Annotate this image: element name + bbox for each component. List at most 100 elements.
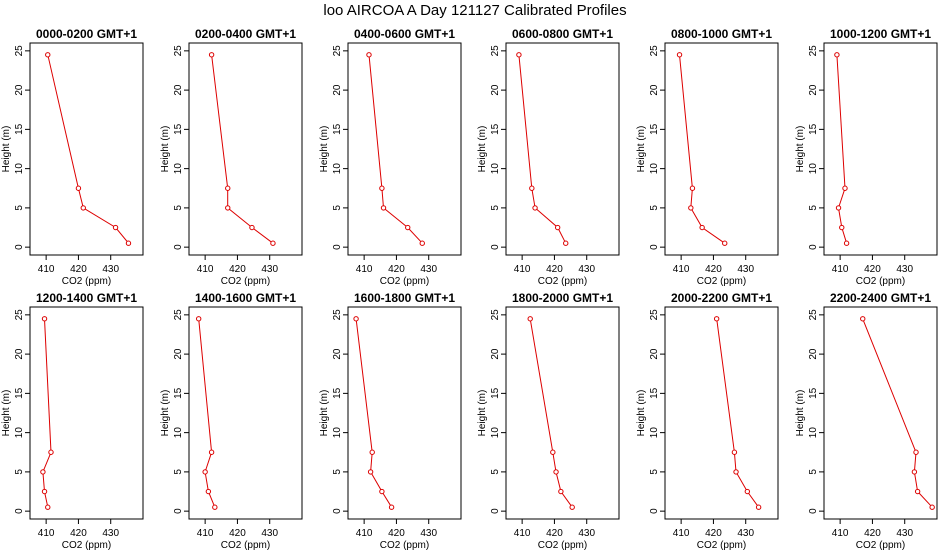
data-point bbox=[367, 469, 374, 475]
data-point bbox=[195, 316, 202, 322]
plot-frame bbox=[823, 42, 938, 256]
plot-frame bbox=[188, 42, 303, 256]
profile-panel: 0800-1000 GMT+1 410 420 430 0 5 10 15 20 25 CO2 (p… bbox=[636, 27, 779, 287]
x-axis-label: CO2 (ppm) bbox=[856, 276, 905, 287]
y-tick-label: 5 bbox=[173, 205, 184, 211]
plot-frame bbox=[29, 42, 144, 256]
x-tick-label: 410 bbox=[673, 528, 690, 539]
profile-line bbox=[198, 318, 216, 508]
data-point bbox=[911, 469, 918, 475]
panel-title: 1200-1400 GMT+1 bbox=[36, 291, 137, 305]
y-tick-label: 0 bbox=[490, 508, 501, 514]
y-tick-label: 25 bbox=[649, 45, 660, 57]
profile-panel: 1200-1400 GMT+1 410 420 430 0 5 10 15 20 25 CO2 (p… bbox=[1, 291, 144, 550]
data-point bbox=[688, 205, 694, 211]
y-tick-label: 0 bbox=[332, 244, 343, 250]
data-point bbox=[208, 52, 215, 58]
y-tick-label: 5 bbox=[490, 469, 501, 475]
y-tick-label: 15 bbox=[490, 123, 501, 135]
x-tick-label: 420 bbox=[546, 264, 563, 275]
plot-frame bbox=[664, 42, 779, 256]
y-tick-label: 15 bbox=[808, 387, 819, 399]
data-point bbox=[755, 504, 762, 510]
y-tick-label: 10 bbox=[173, 427, 184, 439]
plot-frame bbox=[188, 306, 303, 520]
x-tick-label: 420 bbox=[70, 528, 87, 539]
panel-title: 1400-1600 GMT+1 bbox=[195, 291, 296, 305]
x-tick-label: 410 bbox=[38, 264, 55, 275]
x-tick-label: 410 bbox=[673, 264, 690, 275]
y-tick-label: 10 bbox=[332, 163, 343, 175]
x-tick-label: 420 bbox=[864, 264, 881, 275]
data-point bbox=[563, 240, 569, 246]
y-tick-label: 25 bbox=[808, 309, 819, 321]
y-tick-label: 15 bbox=[490, 387, 501, 399]
y-tick-label: 20 bbox=[808, 84, 819, 96]
y-tick-label: 25 bbox=[14, 309, 25, 321]
x-tick-label: 420 bbox=[229, 528, 246, 539]
x-tick-label: 420 bbox=[546, 528, 563, 539]
x-tick-label: 430 bbox=[737, 264, 754, 275]
profile-line bbox=[862, 318, 933, 508]
profile-panel: 0000-0200 GMT+1 410 420 430 0 5 10 15 20 25 CO2 (p… bbox=[1, 27, 144, 287]
data-point bbox=[40, 469, 46, 475]
data-point bbox=[45, 504, 51, 510]
y-tick-label: 10 bbox=[649, 163, 660, 175]
data-point bbox=[405, 224, 411, 231]
x-tick-label: 420 bbox=[705, 528, 722, 539]
profile-panel: 1800-2000 GMT+1 410 420 430 0 5 10 15 20 25 CO2 (p… bbox=[477, 291, 620, 550]
y-axis-label: Height (m) bbox=[319, 390, 330, 437]
x-tick-label: 410 bbox=[356, 264, 373, 275]
profile-line bbox=[679, 54, 725, 244]
y-tick-label: 5 bbox=[14, 205, 25, 211]
profile-panel: 1000-1200 GMT+1 410 420 430 0 5 10 15 20 25 CO2 (p… bbox=[795, 27, 938, 287]
y-tick-label: 25 bbox=[14, 45, 25, 57]
x-tick-label: 410 bbox=[356, 528, 373, 539]
data-point bbox=[41, 488, 48, 495]
y-tick-label: 10 bbox=[14, 427, 25, 439]
x-tick-label: 420 bbox=[864, 528, 881, 539]
y-tick-label: 0 bbox=[14, 508, 25, 514]
x-tick-label: 410 bbox=[197, 528, 214, 539]
y-tick-label: 15 bbox=[649, 387, 660, 399]
panel-title: 2200-2400 GMT+1 bbox=[830, 291, 931, 305]
data-point bbox=[569, 504, 575, 510]
data-point bbox=[529, 185, 535, 191]
data-point bbox=[75, 185, 82, 191]
y-tick-label: 15 bbox=[649, 123, 660, 135]
y-tick-label: 20 bbox=[649, 348, 660, 360]
data-point bbox=[713, 316, 720, 322]
plot-frame bbox=[347, 42, 462, 256]
y-tick-label: 20 bbox=[173, 84, 184, 96]
panel-title: 0200-0400 GMT+1 bbox=[195, 27, 296, 41]
y-tick-label: 20 bbox=[14, 84, 25, 96]
y-tick-label: 0 bbox=[649, 508, 660, 514]
profile-line bbox=[355, 318, 393, 508]
data-point bbox=[225, 205, 231, 211]
data-point bbox=[834, 52, 840, 58]
profile-line bbox=[518, 54, 567, 244]
y-tick-label: 25 bbox=[808, 45, 819, 57]
data-point bbox=[419, 240, 425, 246]
data-point bbox=[388, 504, 395, 510]
panel-title: 1600-1800 GMT+1 bbox=[354, 291, 455, 305]
x-tick-label: 430 bbox=[102, 528, 119, 539]
x-tick-label: 420 bbox=[705, 264, 722, 275]
x-tick-label: 410 bbox=[514, 528, 531, 539]
profile-panel: 0600-0800 GMT+1 410 420 430 0 5 10 15 20 25 CO2 (p… bbox=[477, 27, 620, 287]
plot-frame bbox=[29, 306, 144, 520]
data-point bbox=[731, 449, 738, 455]
y-tick-label: 20 bbox=[490, 348, 501, 360]
data-point bbox=[843, 240, 850, 246]
y-axis-label: Height (m) bbox=[1, 390, 12, 437]
x-tick-label: 410 bbox=[832, 528, 849, 539]
x-tick-label: 430 bbox=[261, 528, 278, 539]
y-tick-label: 5 bbox=[808, 205, 819, 211]
data-point bbox=[722, 240, 728, 246]
profile-line bbox=[716, 318, 760, 508]
x-axis-label: CO2 (ppm) bbox=[856, 540, 905, 550]
data-point bbox=[202, 469, 208, 475]
profile-line bbox=[47, 54, 129, 244]
y-tick-label: 25 bbox=[490, 309, 501, 321]
data-point bbox=[532, 205, 538, 211]
